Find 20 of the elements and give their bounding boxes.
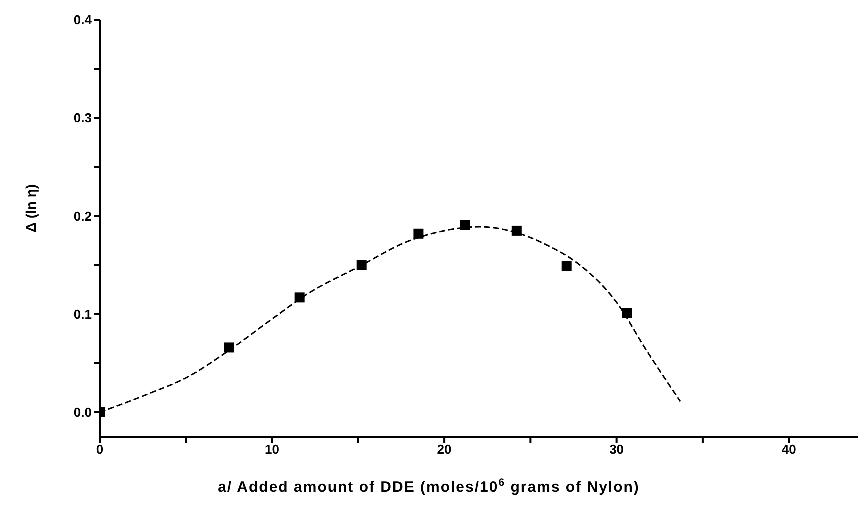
point — [356, 260, 367, 270]
point — [224, 342, 234, 353]
point — [562, 261, 572, 272]
y-axis-title: Δ (ln η) — [23, 184, 39, 233]
y-tick-label: 0.0 — [74, 405, 92, 420]
point — [294, 292, 305, 303]
point — [460, 220, 470, 230]
x-tick-label: 10 — [265, 442, 280, 458]
y-tick-label: 0.2 — [74, 208, 92, 224]
y-tick-label: 0.4 — [74, 12, 93, 28]
point — [414, 228, 424, 239]
x-axis-title: a/ Added amount of DDE (moles/10$^{6}$ grams of Nylon) — [218, 477, 640, 496]
y-tick-label: 0.1 — [74, 306, 92, 322]
y-tick-label: 0.3 — [74, 110, 92, 126]
x-tick-label: 40 — [782, 442, 796, 458]
point — [512, 226, 522, 236]
x-tick-label: 30 — [610, 442, 624, 458]
x-tick-label: 20 — [437, 442, 452, 458]
point — [622, 308, 632, 318]
x-tick-label: 0 — [96, 442, 104, 458]
